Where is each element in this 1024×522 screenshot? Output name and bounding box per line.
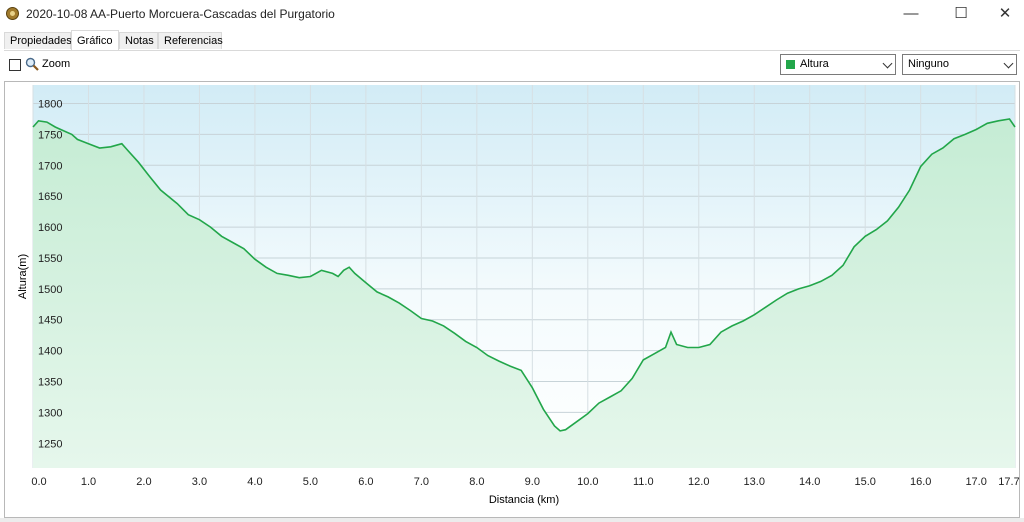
series-select-value: Altura (800, 58, 829, 70)
tab-referencias[interactable]: Referencias (158, 32, 223, 49)
maximize-button[interactable]: ☐ (954, 5, 968, 22)
y-axis-ticks: 1250 1300 1350 1400 1450 1500 1550 1600 1650 1700… (38, 99, 62, 451)
minimize-button[interactable]: — (903, 5, 919, 22)
y-axis-label: Altura(m) (17, 254, 29, 299)
y-tick-label: 1350 (38, 377, 62, 389)
window-title: 2020-10-08 AA-Puerto Morcuera-Cascadas d… (26, 7, 335, 21)
y-tick-label: 1500 (38, 284, 62, 296)
x-tick-label: 0.0 (31, 476, 46, 488)
secondary-select-value: Ninguno (908, 58, 949, 70)
x-tick-label: 10.0 (577, 476, 598, 488)
window-bottom-edge (0, 518, 1024, 522)
x-tick-label: 4.0 (247, 476, 262, 488)
x-tick-label: 1.0 (81, 476, 96, 488)
y-tick-label: 1600 (38, 222, 62, 234)
tab-strip: Propiedades Gráfico Notas Referencias (4, 30, 1020, 51)
chevron-down-icon (882, 58, 893, 69)
tab-notas[interactable]: Notas (119, 32, 158, 49)
x-tick-label: 15.0 (854, 476, 875, 488)
chevron-down-icon (1003, 58, 1014, 69)
y-tick-label: 1750 (38, 129, 62, 141)
series-select[interactable]: Altura (780, 54, 896, 75)
altitude-line (32, 118, 1016, 432)
x-axis-ticks: 0.0 1.0 2.0 3.0 4.0 5.0 6.0 7.0 8.0 9.0 10.0 11.0 12… (31, 476, 1019, 488)
y-tick-label: 1250 (38, 438, 62, 450)
tab-propiedades[interactable]: Propiedades (4, 32, 72, 49)
secondary-series-select[interactable]: Ninguno (902, 54, 1017, 75)
x-tick-label: 5.0 (303, 476, 318, 488)
x-tick-label: 7.0 (414, 476, 429, 488)
elevation-chart-panel: 1250 1300 1350 1400 1450 1500 1550 1600 1650 1700… (4, 81, 1020, 518)
y-tick-label: 1300 (38, 407, 62, 419)
tab-grafico[interactable]: Gráfico (71, 30, 119, 50)
x-tick-label: 6.0 (358, 476, 373, 488)
altitude-area-fill (33, 119, 1015, 468)
x-tick-label: 11.0 (633, 476, 654, 488)
zoom-label: Zoom (42, 58, 71, 70)
series-color-swatch (786, 60, 795, 69)
y-tick-label: 1700 (38, 160, 62, 172)
x-tick-label: 17.7 (998, 476, 1019, 488)
y-tick-label: 1550 (38, 253, 62, 265)
x-tick-label: 9.0 (525, 476, 540, 488)
y-tick-label: 1450 (38, 315, 62, 327)
zoom-checkbox[interactable] (9, 59, 21, 71)
app-logo-icon (6, 7, 19, 20)
x-tick-label: 13.0 (744, 476, 765, 488)
x-tick-label: 2.0 (136, 476, 151, 488)
x-axis-label: Distancia (km) (489, 494, 559, 506)
elevation-chart[interactable]: 1250 1300 1350 1400 1450 1500 1550 1600 1650 1700… (5, 82, 1019, 517)
x-tick-label: 12.0 (688, 476, 709, 488)
x-tick-label: 8.0 (469, 476, 484, 488)
x-tick-label: 14.0 (799, 476, 820, 488)
magnifier-icon (25, 57, 39, 71)
y-tick-label: 1800 (38, 99, 62, 111)
x-tick-label: 16.0 (910, 476, 931, 488)
y-tick-label: 1400 (38, 346, 62, 358)
close-button[interactable]: ✕ (998, 5, 1012, 22)
x-tick-label: 3.0 (192, 476, 207, 488)
window-titlebar: 2020-10-08 AA-Puerto Morcuera-Cascadas d… (0, 0, 1024, 28)
y-tick-label: 1650 (38, 191, 62, 203)
x-tick-label: 17.0 (965, 476, 986, 488)
